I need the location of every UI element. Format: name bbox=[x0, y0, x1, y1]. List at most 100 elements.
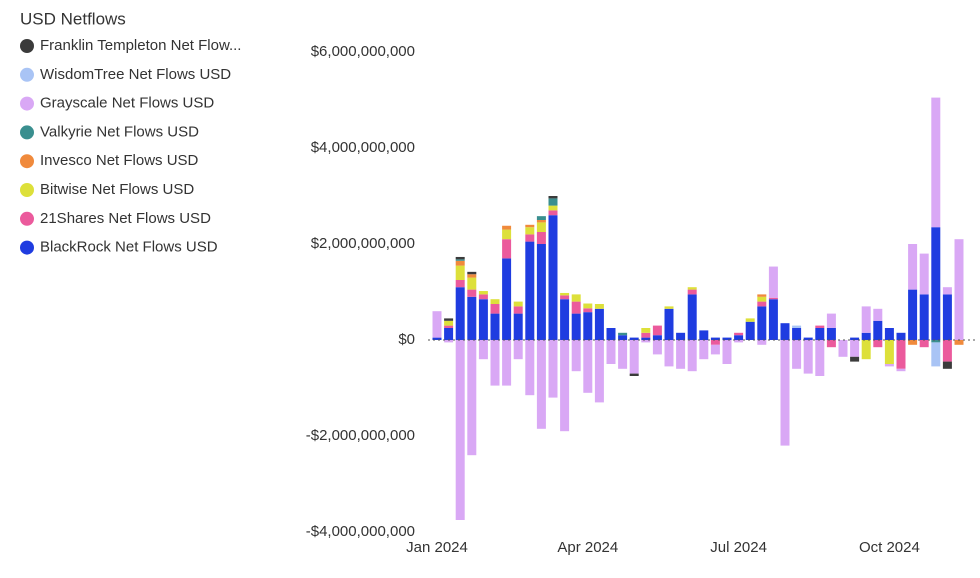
bar-segment bbox=[745, 321, 755, 340]
bar-segment bbox=[757, 296, 767, 302]
bar-segment bbox=[942, 294, 952, 340]
chart-title: USD Netflows bbox=[20, 9, 126, 28]
bar-segment bbox=[548, 340, 558, 398]
bar-segment bbox=[467, 277, 477, 290]
bar-segment bbox=[884, 328, 894, 340]
bar-segment bbox=[884, 364, 894, 367]
legend-swatch bbox=[20, 67, 34, 82]
bar-segment bbox=[942, 287, 952, 295]
bar-segment bbox=[699, 340, 709, 360]
bar-segment bbox=[444, 328, 454, 340]
bar-segment bbox=[548, 196, 558, 199]
bar-segment bbox=[641, 340, 651, 343]
y-tick-label: $0 bbox=[398, 331, 415, 348]
bar-segment bbox=[745, 318, 755, 322]
bar-segment bbox=[919, 294, 929, 340]
bar-segment bbox=[548, 205, 558, 211]
bar-segment bbox=[525, 227, 535, 235]
bar-segment bbox=[861, 332, 871, 340]
bar-segment bbox=[571, 294, 581, 302]
bar-segment bbox=[757, 306, 767, 340]
bar-segment bbox=[467, 296, 477, 340]
bar-segment bbox=[444, 318, 454, 321]
bar-segment bbox=[850, 356, 860, 362]
bar-segment bbox=[838, 340, 848, 357]
bar-segment bbox=[676, 332, 686, 340]
bar-segment bbox=[583, 312, 593, 340]
bar-segment bbox=[792, 325, 802, 328]
bar-segment bbox=[455, 265, 465, 280]
bar-segment bbox=[942, 340, 952, 362]
bar-segment bbox=[641, 337, 651, 340]
bar-segment bbox=[676, 340, 686, 369]
bar-segment bbox=[664, 306, 674, 309]
bar-segment bbox=[444, 325, 454, 328]
bar-segment bbox=[722, 337, 732, 340]
bar-segment bbox=[826, 313, 836, 328]
legend-label: WisdomTree Net Flows USD bbox=[40, 66, 231, 83]
bar-segment bbox=[664, 340, 674, 367]
bar-segment bbox=[583, 308, 593, 313]
bar-segment bbox=[536, 244, 546, 340]
bar-segment bbox=[455, 260, 465, 266]
bar-segment bbox=[467, 274, 477, 278]
bar-segment bbox=[734, 335, 744, 340]
bar-segment bbox=[525, 234, 535, 242]
legend-swatch bbox=[20, 240, 34, 255]
bar-segment bbox=[502, 229, 512, 240]
bar-segment bbox=[931, 227, 941, 340]
bar-segment bbox=[536, 220, 546, 223]
bar-segment bbox=[803, 337, 813, 340]
bar-segment bbox=[455, 280, 465, 288]
bar-segment bbox=[710, 344, 720, 355]
bar-segment bbox=[768, 299, 778, 340]
bar-segment bbox=[687, 289, 697, 295]
bar-segment bbox=[525, 340, 535, 396]
bar-segment bbox=[548, 198, 558, 206]
legend-swatch bbox=[20, 125, 34, 140]
bar-segment bbox=[850, 340, 860, 357]
bar-segment bbox=[664, 308, 674, 340]
bar-segment bbox=[780, 323, 790, 340]
bar-segment bbox=[467, 340, 477, 456]
legend-swatch bbox=[20, 39, 34, 53]
x-tick-label: Jan 2024 bbox=[406, 539, 468, 556]
bar-segment bbox=[919, 253, 929, 295]
bar-segment bbox=[618, 340, 628, 369]
bar-segment bbox=[896, 368, 906, 372]
bar-segment bbox=[618, 335, 628, 340]
bar-segment bbox=[536, 222, 546, 232]
bar-segment bbox=[850, 337, 860, 340]
bar-segment bbox=[606, 340, 616, 364]
bar-segment bbox=[873, 320, 883, 340]
bar-segment bbox=[803, 340, 813, 374]
bar-segment bbox=[768, 297, 778, 300]
bar-segment bbox=[931, 340, 941, 343]
bar-segment bbox=[478, 299, 488, 340]
bar-segment bbox=[560, 340, 570, 432]
bar-segment bbox=[710, 337, 720, 340]
bar-segment bbox=[629, 337, 639, 340]
legend-label: 21Shares Net Flows USD bbox=[40, 210, 211, 227]
bar-segment bbox=[525, 224, 535, 228]
bar-segment bbox=[594, 308, 604, 340]
bar-segment bbox=[571, 340, 581, 372]
bar-segment bbox=[942, 361, 952, 369]
bar-segment bbox=[478, 340, 488, 360]
bar-segment bbox=[757, 301, 767, 307]
bar-segment bbox=[908, 289, 918, 340]
bar-segment bbox=[478, 294, 488, 300]
bar-segment bbox=[583, 303, 593, 309]
y-tick-label: $6,000,000,000 bbox=[311, 43, 415, 60]
x-tick-label: Apr 2024 bbox=[557, 539, 618, 556]
bar-segment bbox=[571, 301, 581, 314]
legend-label: Grayscale Net Flows USD bbox=[40, 95, 214, 112]
bar-segment bbox=[815, 325, 825, 328]
bar-segment bbox=[594, 340, 604, 403]
bar-segment bbox=[513, 340, 523, 360]
bar-segment bbox=[687, 294, 697, 340]
bar-segment bbox=[513, 301, 523, 307]
bar-segment bbox=[652, 325, 662, 336]
